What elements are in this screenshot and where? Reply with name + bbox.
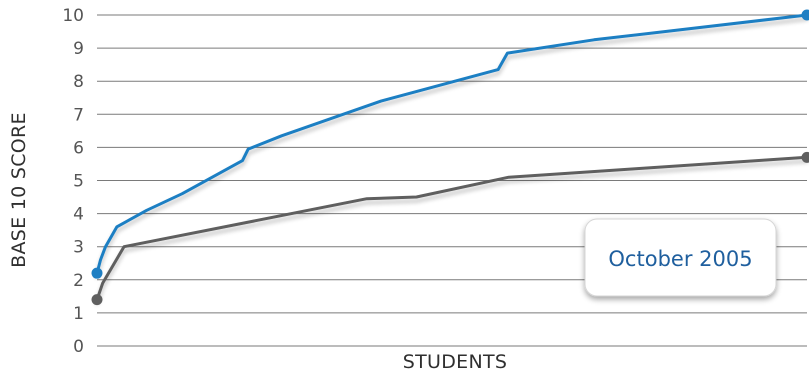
series-markers	[91, 9, 809, 306]
series-lines	[95, 13, 809, 302]
date-badge-text: October 2005	[608, 247, 752, 271]
y-tick-label: 6	[73, 138, 84, 158]
series-2-end-point	[801, 151, 809, 163]
y-tick-label: 10	[62, 6, 84, 26]
series-1-end-point	[801, 9, 809, 21]
y-tick-label: 4	[73, 205, 84, 225]
y-tick-label: 7	[73, 105, 84, 125]
series-line-1	[95, 13, 809, 275]
y-tick-label: 8	[73, 72, 84, 92]
y-tick-label: 5	[73, 172, 84, 192]
y-tick-label: 0	[73, 337, 84, 357]
y-tick-label: 2	[73, 271, 84, 291]
date-badge: October 2005	[584, 218, 777, 297]
y-axis-ticks: 0 1 2 3 4 5 6 7 8 9 10	[62, 6, 84, 357]
series-line-2	[95, 155, 809, 302]
x-axis-title: STUDENTS	[403, 351, 508, 373]
y-axis-title: BASE 10 SCORE	[8, 112, 30, 268]
series-1-start-point	[91, 267, 103, 279]
series-2-start-point	[91, 294, 103, 306]
y-tick-label: 3	[73, 238, 84, 258]
y-tick-label: 9	[73, 39, 84, 59]
y-tick-label: 1	[73, 304, 84, 324]
